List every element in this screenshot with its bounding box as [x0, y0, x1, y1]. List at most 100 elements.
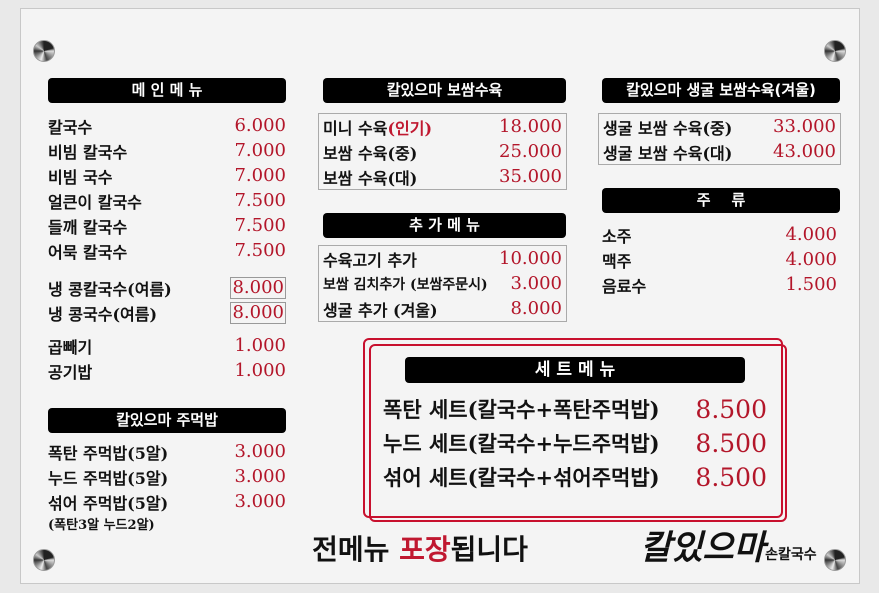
notice-text: 됩니다 — [450, 533, 528, 566]
drinks-header: 주 류 — [602, 188, 840, 213]
item-name: 폭탄 세트(칼국수+폭탄주먹밥) — [383, 397, 660, 422]
item-name-text: 미니 수육 — [323, 118, 388, 138]
menu-item: 냉 콩국수(여름) 8.000 — [44, 300, 290, 325]
item-name: 생굴 보쌈 수육(대) — [603, 143, 733, 163]
menu-item: 맥주 4.000 — [598, 247, 841, 272]
screw-icon — [33, 549, 55, 571]
item-name: 소주 — [602, 226, 632, 246]
menu-item: 생굴 추가 (겨울) 8.000 — [319, 296, 566, 321]
item-name: 냉 콩칼국수(여름) — [48, 279, 172, 299]
item-name: 누드 세트(칼국수+누드주먹밥) — [383, 431, 660, 456]
item-name: 보쌈 김치추가 (보쌈주문시) — [323, 276, 488, 293]
item-name: 수육고기 추가 — [323, 250, 417, 270]
menu-item: 보쌈 수육(대) 35.000 — [319, 164, 566, 189]
item-name: 보쌈 수육(대) — [323, 168, 418, 188]
menu-item: 생굴 보쌈 수육(대) 43.000 — [599, 139, 840, 164]
rice-ball-note: (폭탄3알 누드2알) — [48, 518, 155, 533]
add-menu-list: 수육고기 추가 10.000 보쌈 김치추가 (보쌈주문시) 3.000 생굴 추가… — [318, 245, 567, 322]
item-price: 25.000 — [499, 141, 562, 162]
rice-ball-list: 폭탄 주먹밥(5알) 3.000 누드 주먹밥(5알) 3.000 섞어 주먹밥(5… — [44, 439, 290, 533]
oyster-list: 생굴 보쌈 수육(중) 33.000 생굴 보쌈 수육(대) 43.000 — [598, 113, 841, 165]
set-menu-header: 세 트 메 뉴 — [405, 357, 745, 383]
item-price: 4.000 — [785, 224, 837, 245]
item-price: 35.000 — [499, 166, 562, 187]
item-price: 7.500 — [234, 240, 286, 261]
menu-item: 수육고기 추가 10.000 — [319, 246, 566, 271]
item-name: 보쌈 수육(중) — [323, 143, 418, 163]
item-price: 8.500 — [695, 394, 767, 424]
item-price: 7.000 — [234, 165, 286, 186]
notice-text: 전메뉴 — [312, 533, 400, 566]
item-price: 3.000 — [234, 491, 286, 512]
menu-item: 음료수 1.500 — [598, 272, 841, 297]
item-price: 1.500 — [785, 274, 837, 295]
menu-item: 곱빼기 1.000 — [44, 333, 290, 358]
logo-main: 칼있으마 — [640, 528, 766, 568]
item-price: 7.000 — [234, 140, 286, 161]
item-price: 3.000 — [510, 273, 562, 294]
bossam-list: 미니 수육(인기) 18.000 보쌈 수육(중) 25.000 보쌈 수육(대) 3… — [318, 113, 567, 190]
screw-icon — [824, 40, 846, 62]
item-name: 음료수 — [602, 276, 647, 296]
menu-item: 보쌈 김치추가 (보쌈주문시) 3.000 — [319, 271, 566, 296]
bossam-header: 칼있으마 보쌈수육 — [323, 78, 566, 103]
item-name: 생굴 보쌈 수육(중) — [603, 118, 733, 138]
item-name: 섞어 주먹밥(5알) — [48, 493, 169, 513]
menu-item: 냉 콩칼국수(여름) 8.000 — [44, 275, 290, 300]
menu-item: 누드 주먹밥(5알) 3.000 — [44, 464, 290, 489]
item-price: 1.000 — [234, 335, 286, 356]
menu-item: 섞어 주먹밥(5알) 3.000 — [44, 489, 290, 514]
item-name: 누드 주먹밥(5알) — [48, 468, 169, 488]
popular-tag: (인기) — [387, 118, 433, 138]
takeout-notice: 전메뉴 포장됩니다 — [270, 528, 570, 568]
add-menu-header: 추 가 메 뉴 — [323, 213, 566, 238]
menu-item: 비빔 칼국수 7.000 — [44, 138, 290, 163]
set-menu-list: 폭탄 세트(칼국수+폭탄주먹밥) 8.500 누드 세트(칼국수+누드주먹밥) 8.… — [373, 392, 777, 494]
item-price: 8.500 — [695, 428, 767, 458]
menu-item: 칼국수 6.000 — [44, 113, 290, 138]
item-price: 4.000 — [785, 249, 837, 270]
drinks-list: 소주 4.000 맥주 4.000 음료수 1.500 — [598, 222, 841, 297]
item-name: 섞어 세트(칼국수+섞어주먹밥) — [383, 465, 660, 490]
item-price: 33.000 — [773, 116, 836, 137]
screw-icon — [824, 549, 846, 571]
item-name: 어묵 칼국수 — [48, 242, 128, 262]
menu-item: 섞어 세트(칼국수+섞어주먹밥) 8.500 — [373, 460, 777, 494]
item-name: 미니 수육(인기) — [323, 115, 432, 139]
item-name: 폭탄 주먹밥(5알) — [48, 443, 169, 463]
set-menu-box: 세 트 메 뉴 폭탄 세트(칼국수+폭탄주먹밥) 8.500 누드 세트(칼국수+… — [363, 338, 787, 522]
notice-highlight: 포장 — [399, 533, 451, 566]
item-name: 곱빼기 — [48, 337, 93, 357]
rice-ball-header: 칼있으마 주먹밥 — [48, 408, 286, 433]
oyster-header: 칼있으마 생굴 보쌈수육(겨울) — [602, 78, 840, 103]
menu-item: 얼큰이 칼국수 7.500 — [44, 188, 290, 213]
item-name: 칼국수 — [48, 117, 93, 137]
menu-item: 폭탄 세트(칼국수+폭탄주먹밥) 8.500 — [373, 392, 777, 426]
menu-item: 보쌈 수육(중) 25.000 — [319, 139, 566, 164]
item-name: 들깨 칼국수 — [48, 217, 128, 237]
brand-logo: 칼있으마손칼국수 — [640, 520, 817, 569]
menu-item: 폭탄 주먹밥(5알) 3.000 — [44, 439, 290, 464]
item-name: 맥주 — [602, 251, 632, 271]
item-price: 8.500 — [695, 462, 767, 492]
main-menu-list: 칼국수 6.000 비빔 칼국수 7.000 비빔 국수 7.000 얼큰이 칼국수 7… — [44, 113, 290, 383]
item-name: 냉 콩국수(여름) — [48, 304, 158, 324]
menu-item: 들깨 칼국수 7.500 — [44, 213, 290, 238]
item-price: 1.000 — [234, 360, 286, 381]
item-price: 7.500 — [234, 190, 286, 211]
item-price: 7.500 — [234, 215, 286, 236]
item-price: 3.000 — [234, 441, 286, 462]
item-price: 3.000 — [234, 466, 286, 487]
logo-sub: 손칼국수 — [765, 547, 817, 563]
main-menu-header: 메 인 메 뉴 — [48, 78, 286, 103]
item-price: 10.000 — [499, 248, 562, 269]
item-price: 8.000 — [230, 276, 286, 299]
menu-item: 공기밥 1.000 — [44, 358, 290, 383]
item-name: 공기밥 — [48, 362, 93, 382]
item-name: 비빔 국수 — [48, 167, 113, 187]
menu-board — [20, 8, 860, 584]
item-name: 생굴 추가 (겨울) — [323, 300, 438, 320]
menu-item: 어묵 칼국수 7.500 — [44, 238, 290, 263]
menu-item: 누드 세트(칼국수+누드주먹밥) 8.500 — [373, 426, 777, 460]
item-price: 6.000 — [234, 115, 286, 136]
